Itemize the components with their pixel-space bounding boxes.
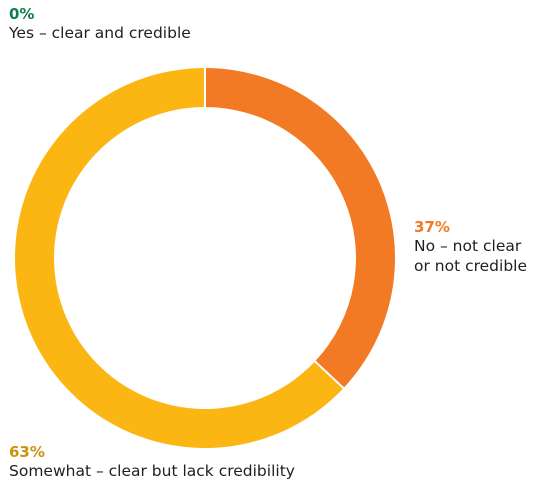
somewhat-percent: 63% <box>9 443 45 461</box>
yes-percent: 0% <box>9 5 35 23</box>
no-percent: 37% <box>414 218 450 236</box>
slice-somewhat <box>15 68 344 449</box>
somewhat-text: Somewhat – clear but lack credibility <box>9 462 295 480</box>
slice-separator <box>313 359 345 390</box>
label-no: 37% No – not clear or not credible <box>414 218 527 276</box>
yes-text: Yes – clear and credible <box>9 24 191 42</box>
label-somewhat: 63% Somewhat – clear but lack credibilit… <box>9 443 295 481</box>
slice-no <box>205 68 395 389</box>
no-text-line1: No – not clear <box>414 237 522 255</box>
label-yes: 0% Yes – clear and credible <box>9 5 191 43</box>
no-text-line2: or not credible <box>414 257 528 275</box>
